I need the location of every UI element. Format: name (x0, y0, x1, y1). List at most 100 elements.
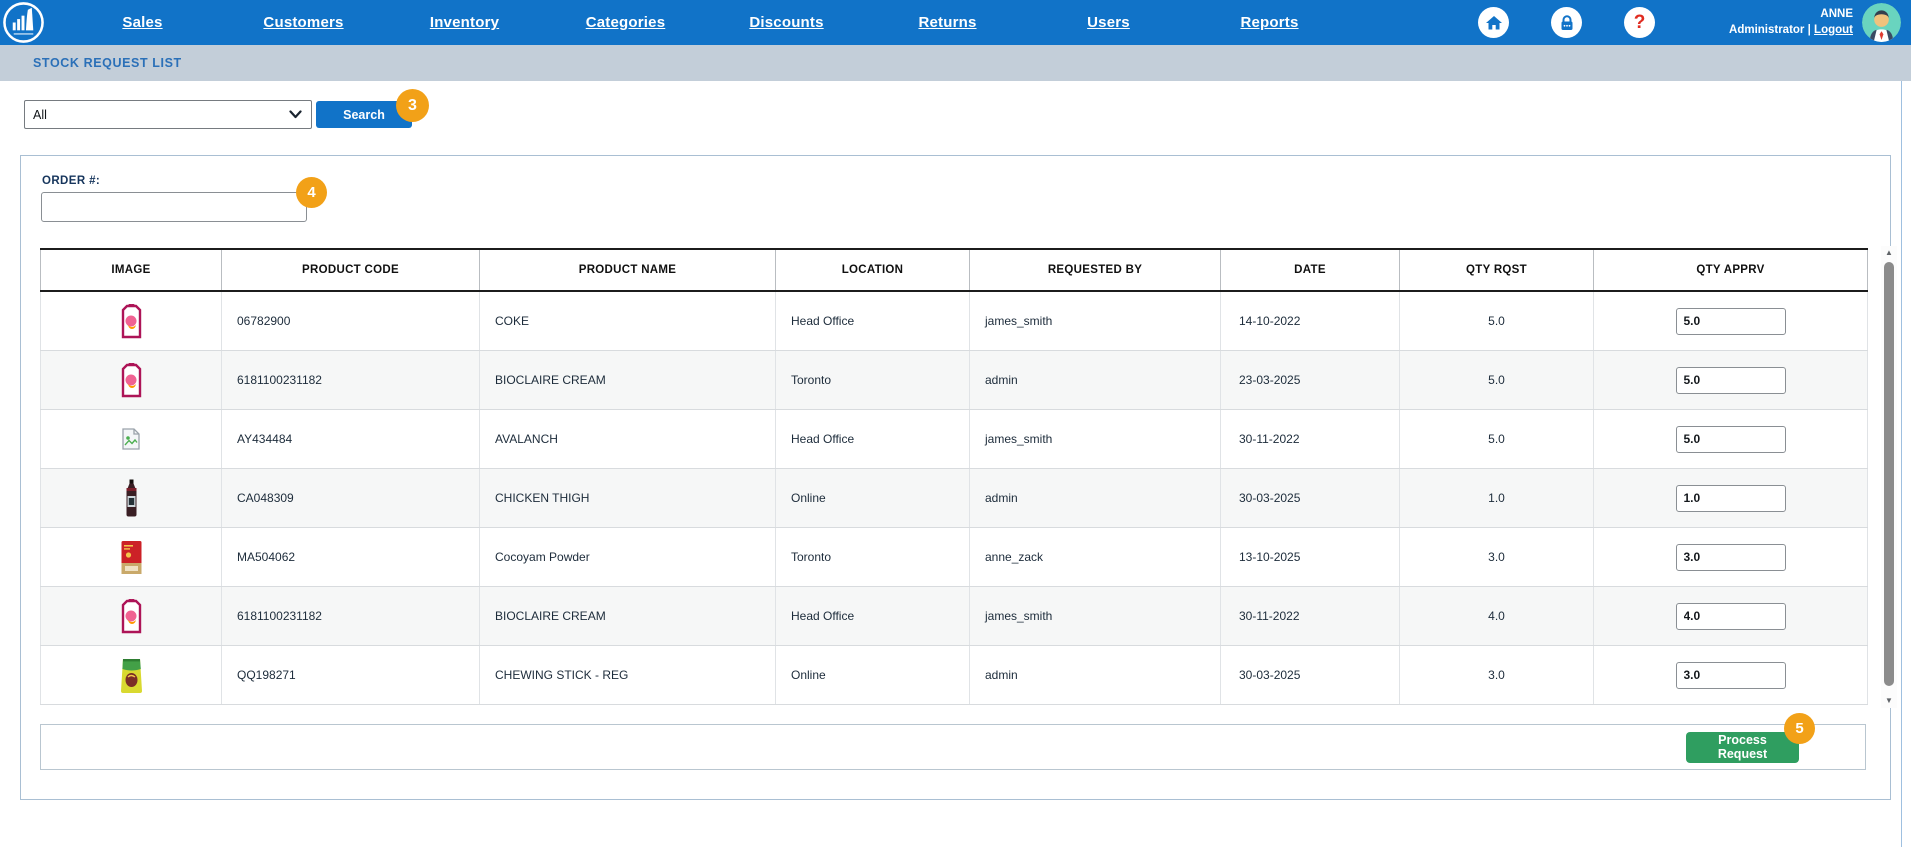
cell-product-code: 6181100231182 (222, 351, 480, 409)
user-info: ANNE Administrator | Logout (1729, 8, 1853, 36)
cell-requested-by: admin (970, 646, 1221, 704)
cell-product-code: AY434484 (222, 410, 480, 468)
col-header-requested-by: REQUESTED BY (970, 250, 1221, 290)
menu-item-categories[interactable]: Categories (585, 14, 666, 31)
cell-product-name: BIOCLAIRE CREAM (480, 587, 776, 645)
cell-location: Head Office (776, 410, 970, 468)
product-image-bioclaire-sachet (121, 598, 141, 633)
page-title: STOCK REQUEST LIST (33, 56, 182, 70)
location-filter-select[interactable]: All (24, 100, 312, 129)
cell-requested-by: james_smith (970, 292, 1221, 350)
order-number-label: ORDER #: (42, 175, 101, 187)
qty-approve-input[interactable] (1675, 484, 1786, 512)
table-row: 6181100231182 BIOCLAIRE CREAM Head Offic… (40, 587, 1868, 646)
table-scrollbar[interactable]: ▲ ▼ (1881, 246, 1897, 708)
col-header-image: IMAGE (40, 250, 222, 290)
cell-product-name: CHEWING STICK - REG (480, 646, 776, 704)
table-row: 6181100231182 BIOCLAIRE CREAM Toronto ad… (40, 351, 1868, 410)
menu-item-sales[interactable]: Sales (122, 14, 163, 31)
cell-qty-rqst: 1.0 (1400, 469, 1594, 527)
cell-product-name: BIOCLAIRE CREAM (480, 351, 776, 409)
cell-requested-by: anne_zack (970, 528, 1221, 586)
col-header-product-name: PRODUCT NAME (480, 250, 776, 290)
qty-approve-input[interactable] (1675, 543, 1786, 571)
qty-approve-input[interactable] (1675, 661, 1786, 689)
user-role: Administrator (1729, 23, 1805, 36)
cell-qty-rqst: 3.0 (1400, 528, 1594, 586)
product-image-bioclaire-sachet (121, 303, 141, 338)
cell-qty-rqst: 4.0 (1400, 587, 1594, 645)
stock-request-table: IMAGE PRODUCT CODE PRODUCT NAME LOCATION… (40, 248, 1868, 705)
step-badge-3: 3 (396, 89, 429, 122)
menu-item-returns[interactable]: Returns (918, 14, 977, 31)
chevron-down-icon (289, 110, 302, 119)
cell-date: 30-11-2022 (1221, 410, 1400, 468)
user-avatar[interactable] (1862, 3, 1901, 42)
qty-approve-input[interactable] (1675, 366, 1786, 394)
cell-date: 23-03-2025 (1221, 351, 1400, 409)
col-header-product-code: PRODUCT CODE (222, 250, 480, 290)
product-image-red-packet (121, 540, 141, 574)
cell-product-name: COKE (480, 292, 776, 350)
scrollbar-thumb[interactable] (1884, 262, 1894, 686)
cell-requested-by: james_smith (970, 587, 1221, 645)
cell-location: Head Office (776, 587, 970, 645)
cell-location: Online (776, 646, 970, 704)
cell-date: 30-03-2025 (1221, 646, 1400, 704)
col-header-date: DATE (1221, 250, 1400, 290)
table-footer-bar: Process Request (40, 724, 1866, 770)
cell-product-name: Cocoyam Powder (480, 528, 776, 586)
home-icon[interactable] (1478, 7, 1509, 38)
menu-item-reports[interactable]: Reports (1240, 14, 1299, 31)
cell-product-code: CA048309 (222, 469, 480, 527)
filter-selected-value: All (33, 107, 47, 122)
qty-approve-input[interactable] (1675, 425, 1786, 453)
logout-link[interactable]: Logout (1814, 23, 1853, 36)
menu-item-customers[interactable]: Customers (263, 14, 344, 31)
cell-product-code: 06782900 (222, 292, 480, 350)
cell-date: 14-10-2022 (1221, 292, 1400, 350)
cell-product-name: AVALANCH (480, 410, 776, 468)
cell-location: Head Office (776, 292, 970, 350)
step-badge-4: 4 (296, 177, 327, 208)
scrollbar-up-icon[interactable]: ▲ (1885, 248, 1893, 257)
cell-qty-rqst: 5.0 (1400, 410, 1594, 468)
col-header-qty-rqst: QTY RQST (1400, 250, 1594, 290)
cell-date: 13-10-2025 (1221, 528, 1400, 586)
cell-qty-rqst: 5.0 (1400, 292, 1594, 350)
product-image-green-pouch (120, 658, 142, 693)
menu-item-discounts[interactable]: Discounts (749, 14, 824, 31)
cell-location: Toronto (776, 351, 970, 409)
qty-approve-input[interactable] (1675, 307, 1786, 335)
scrollbar-down-icon[interactable]: ▼ (1885, 696, 1893, 705)
order-number-input[interactable] (41, 192, 307, 222)
cell-product-code: QQ198271 (222, 646, 480, 704)
product-image-dark-bottle (126, 479, 136, 517)
step-badge-5: 5 (1784, 713, 1815, 744)
cell-location: Online (776, 469, 970, 527)
content-right-border (1901, 81, 1902, 847)
cell-qty-rqst: 3.0 (1400, 646, 1594, 704)
cell-requested-by: admin (970, 351, 1221, 409)
table-row: 06782900 COKE Head Office james_smith 14… (40, 292, 1868, 351)
table-row: CA048309 CHICKEN THIGH Online admin 30-0… (40, 469, 1868, 528)
help-icon[interactable]: ? (1624, 7, 1655, 38)
cell-requested-by: james_smith (970, 410, 1221, 468)
qty-approve-input[interactable] (1675, 602, 1786, 630)
breadcrumb-bar: STOCK REQUEST LIST (0, 45, 1911, 81)
app-logo-icon[interactable] (2, 1, 45, 44)
cell-date: 30-11-2022 (1221, 587, 1400, 645)
menu-item-users[interactable]: Users (1087, 14, 1130, 31)
table-row: QQ198271 CHEWING STICK - REG Online admi… (40, 646, 1868, 705)
menu-item-inventory[interactable]: Inventory (429, 14, 500, 31)
cell-product-name: CHICKEN THIGH (480, 469, 776, 527)
col-header-location: LOCATION (776, 250, 970, 290)
cell-date: 30-03-2025 (1221, 469, 1400, 527)
cell-location: Toronto (776, 528, 970, 586)
col-header-qty-apprv: QTY APPRV (1594, 250, 1868, 290)
cell-product-code: 6181100231182 (222, 587, 480, 645)
process-request-button[interactable]: Process Request (1686, 731, 1799, 763)
lock-icon[interactable] (1551, 7, 1582, 38)
product-image-bioclaire-sachet (121, 362, 141, 397)
table-header-row: IMAGE PRODUCT CODE PRODUCT NAME LOCATION… (40, 248, 1868, 292)
